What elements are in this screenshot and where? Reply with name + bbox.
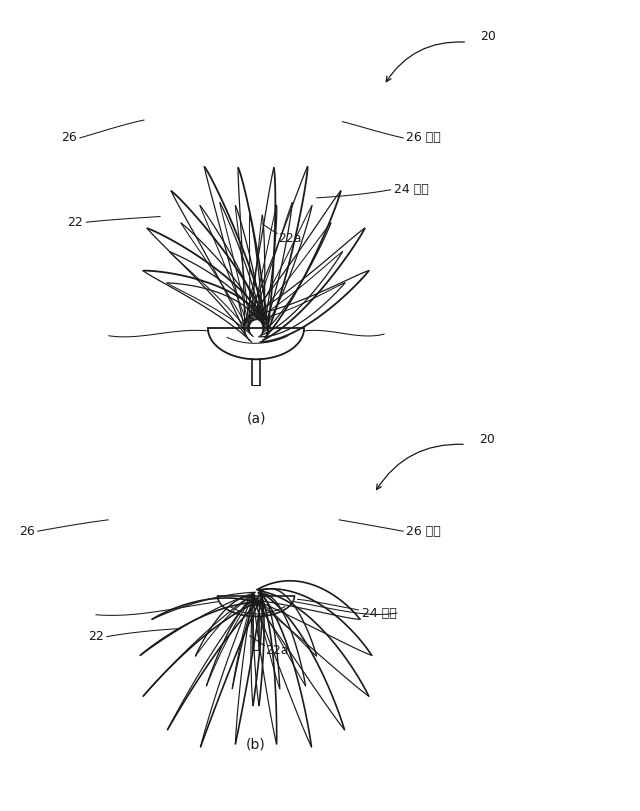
Text: 22a: 22a: [278, 232, 302, 245]
Text: 26: 26: [61, 131, 77, 144]
Text: 22: 22: [67, 216, 83, 229]
Text: 22a: 22a: [266, 644, 289, 657]
Text: 26 小花: 26 小花: [406, 131, 441, 144]
Text: 22: 22: [88, 630, 104, 643]
Text: 20: 20: [479, 433, 495, 446]
Text: 24 花床: 24 花床: [362, 607, 396, 620]
Text: 26 小花: 26 小花: [406, 525, 441, 538]
Text: 26: 26: [19, 525, 35, 538]
Text: (a): (a): [246, 411, 266, 426]
FancyArrowPatch shape: [376, 444, 463, 490]
Text: 20: 20: [480, 30, 496, 43]
Text: 24 花床: 24 花床: [394, 183, 428, 196]
FancyArrowPatch shape: [387, 42, 465, 82]
Text: (b): (b): [246, 737, 266, 752]
